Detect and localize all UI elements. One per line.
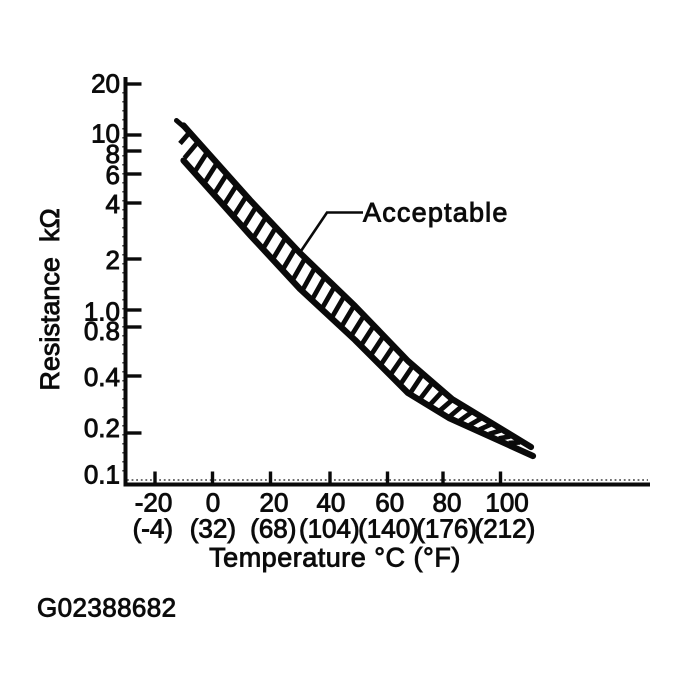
svg-text:0.4: 0.4 (84, 362, 120, 392)
svg-text:0.8: 0.8 (84, 316, 120, 346)
svg-text:(140): (140) (358, 514, 419, 544)
svg-text:10: 10 (91, 119, 120, 149)
svg-text:1.0: 1.0 (84, 296, 120, 326)
svg-text:-20: -20 (135, 488, 173, 518)
svg-text:(104): (104) (299, 514, 360, 544)
svg-text:(-4): (-4) (133, 514, 173, 544)
svg-text:2: 2 (106, 245, 120, 275)
svg-text:40: 40 (316, 488, 345, 518)
svg-text:100: 100 (485, 488, 528, 518)
svg-text:60: 60 (375, 488, 404, 518)
svg-text:(32): (32) (190, 514, 236, 544)
svg-text:Temperature °C (°F): Temperature °C (°F) (209, 543, 461, 573)
svg-text:0.2: 0.2 (84, 413, 120, 443)
svg-text:0: 0 (206, 488, 220, 518)
svg-text:(212): (212) (475, 514, 536, 544)
svg-text:(176): (176) (416, 514, 477, 544)
svg-text:20: 20 (91, 68, 120, 98)
svg-text:0.1: 0.1 (84, 459, 120, 489)
svg-text:6: 6 (106, 160, 120, 190)
svg-text:G02388682: G02388682 (37, 593, 177, 623)
svg-text:Resistance kΩ: Resistance kΩ (35, 208, 65, 390)
svg-text:(68): (68) (250, 514, 296, 544)
svg-text:4: 4 (106, 189, 120, 219)
svg-text:8: 8 (106, 139, 120, 169)
svg-text:Acceptable: Acceptable (363, 198, 509, 228)
svg-text:20: 20 (260, 488, 289, 518)
svg-text:80: 80 (433, 488, 462, 518)
